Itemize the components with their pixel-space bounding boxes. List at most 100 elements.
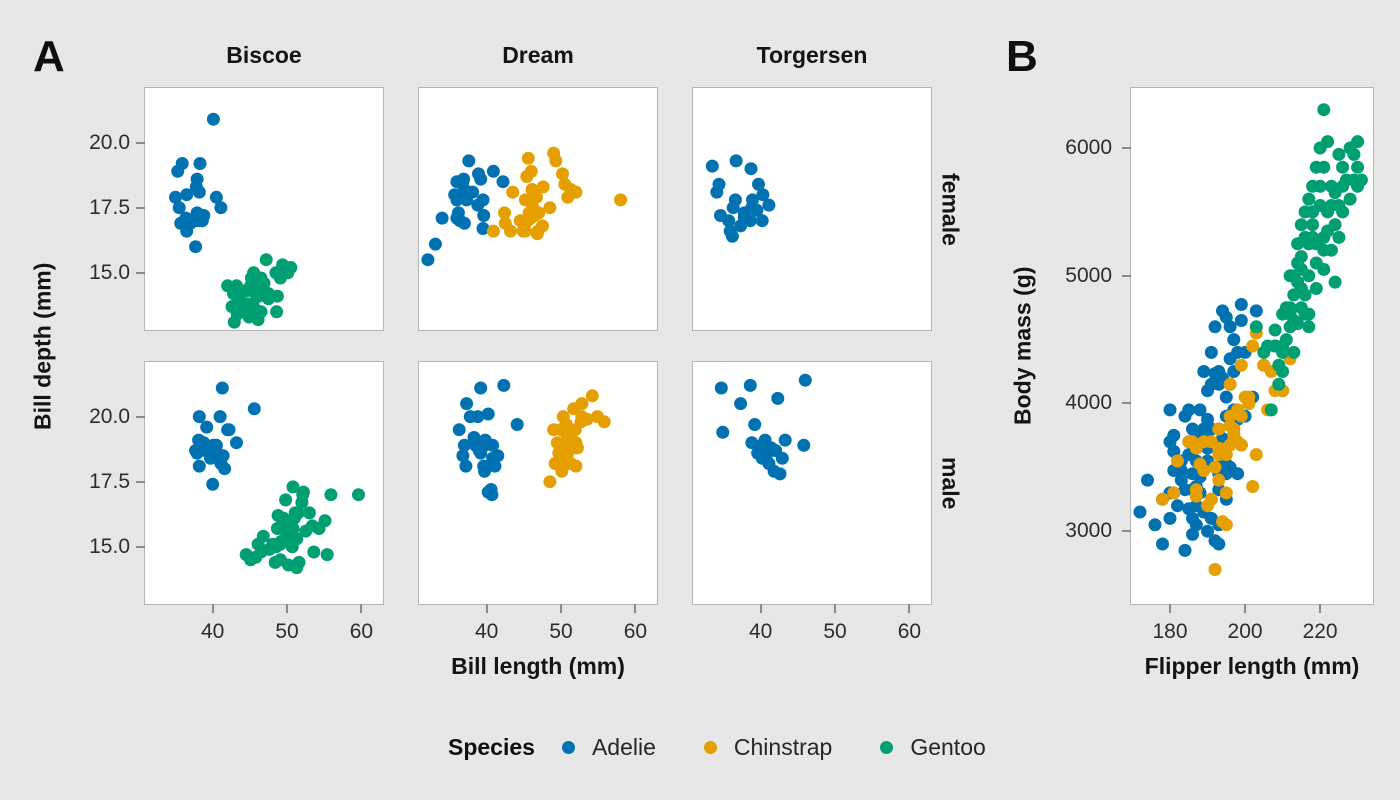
adelie-point: [726, 201, 740, 215]
adelie-point: [428, 237, 442, 251]
x-tick: [286, 604, 289, 613]
adelie-point: [192, 185, 206, 199]
chinstrap-point: [524, 164, 538, 178]
adelie-point: [230, 436, 243, 450]
chinstrap-point: [551, 457, 565, 470]
adelie-point: [755, 451, 769, 465]
chinstrap-point: [1246, 339, 1260, 353]
adelie-point: [725, 229, 739, 243]
adelie-point: [215, 381, 229, 395]
chinstrap-point: [1167, 486, 1181, 500]
gentoo-point: [225, 300, 239, 314]
chinstrap-point: [547, 146, 561, 160]
chinstrap-point: [560, 436, 574, 450]
x-tick: [211, 604, 214, 613]
adelie-legend-dot-icon: [561, 740, 575, 754]
gentoo-point: [1328, 275, 1342, 289]
gentoo-point: [1268, 323, 1282, 337]
adelie-point: [1148, 518, 1162, 532]
chinstrap-point: [585, 389, 599, 403]
adelie-point: [1201, 524, 1214, 538]
adelie-point: [214, 201, 228, 215]
x-tick-label: 220: [1302, 620, 1338, 643]
panel-b-label: B: [1006, 32, 1038, 81]
chinstrap-point: [1212, 473, 1226, 487]
adelie-point: [1208, 320, 1222, 334]
y-tick-label: 4000: [1065, 391, 1112, 415]
adelie-point: [481, 407, 495, 421]
x-tick: [834, 604, 837, 613]
facet-torgersen-female: [692, 87, 932, 331]
gentoo-point: [1343, 141, 1357, 155]
panel-a-y-axis-title: Bill depth (mm): [29, 262, 56, 430]
x-tick-label: 40: [474, 620, 499, 643]
adelie-point: [734, 219, 748, 233]
gentoo-point: [227, 315, 241, 329]
adelie-point: [1163, 435, 1177, 449]
adelie-point: [1156, 537, 1169, 551]
adelie-point: [1208, 367, 1222, 380]
adelie-point: [1216, 304, 1229, 318]
adelie-point: [1201, 412, 1214, 426]
y-tick-label: 20.0: [89, 404, 130, 428]
panel-a-x-axis-title: Bill length (mm): [451, 653, 625, 679]
adelie-point: [1204, 511, 1218, 525]
facet-dream-male: [418, 361, 658, 605]
gentoo-legend-dot-icon: [880, 740, 894, 754]
gentoo-point: [271, 509, 285, 522]
chinstrap-point: [498, 206, 511, 220]
adelie-point: [734, 397, 748, 411]
adelie-point: [213, 410, 227, 424]
adelie-point: [421, 253, 435, 267]
chinstrap-point: [1246, 480, 1260, 493]
adelie-point: [778, 433, 792, 447]
facet-torgersen-female-plot: [705, 154, 776, 243]
chinstrap-point: [1234, 438, 1248, 452]
adelie-point: [221, 423, 235, 437]
x-tick: [1169, 604, 1172, 613]
chinstrap-point: [530, 190, 543, 204]
adelie-point: [1219, 390, 1233, 404]
adelie-point: [169, 190, 182, 204]
adelie-point: [748, 418, 762, 431]
panel-b-plot: [1133, 103, 1368, 576]
chinstrap-point: [580, 412, 594, 426]
chinstrap-point: [543, 475, 557, 489]
adelie-point: [452, 423, 466, 437]
adelie-point: [745, 201, 759, 215]
chinstrap-point: [1223, 377, 1237, 391]
adelie-point: [485, 488, 499, 502]
y-tick: [136, 206, 145, 209]
chinstrap-point: [498, 216, 512, 230]
gentoo-point: [302, 506, 316, 520]
adelie-point: [1212, 537, 1226, 551]
panel-b-x-axis-title: Flipper length (mm): [1144, 653, 1360, 679]
gentoo-point: [292, 555, 306, 569]
gentoo-point: [1294, 282, 1308, 295]
chinstrap-point: [1219, 518, 1233, 532]
facet-dream-female: [418, 87, 658, 331]
adelie-point: [1227, 333, 1241, 347]
adelie-point: [451, 206, 465, 220]
chinstrap-point: [543, 201, 557, 215]
adelie-point: [189, 240, 203, 254]
gentoo-point: [245, 297, 259, 311]
chinstrap-point: [1219, 486, 1233, 500]
gentoo-point: [352, 488, 365, 502]
adelie-point: [1163, 403, 1177, 417]
chinstrap-point: [1197, 464, 1211, 477]
adelie-point: [743, 378, 757, 392]
adelie-point: [463, 410, 477, 424]
gentoo-point: [1324, 243, 1338, 257]
x-tick-label: 50: [549, 620, 573, 643]
adelie-point: [477, 209, 491, 222]
strip-label-dream: Dream: [502, 42, 574, 68]
x-tick: [485, 604, 488, 613]
gentoo-point: [295, 496, 309, 509]
gentoo-point: [236, 305, 250, 319]
adelie-point: [714, 381, 728, 395]
species-legend: Species Adelie Chinstrap Gentoo: [448, 730, 986, 764]
adelie-point: [710, 185, 724, 199]
gentoo-point: [1309, 237, 1323, 251]
adelie-point: [1201, 384, 1214, 398]
